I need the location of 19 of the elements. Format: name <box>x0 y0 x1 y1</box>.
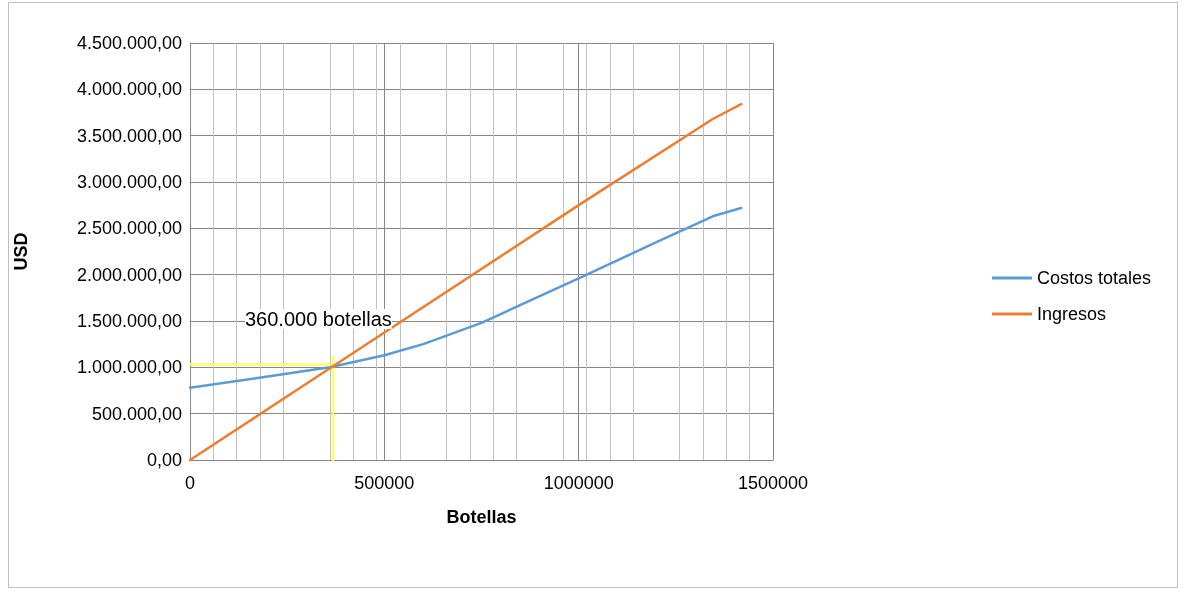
y-tick-label: 3.500.000,00 <box>76 125 182 146</box>
legend-label: Ingresos <box>1036 304 1106 324</box>
y-tick-label: 1.000.000,00 <box>76 357 182 378</box>
legend-label: Costos totales <box>1036 268 1152 288</box>
y-tick-label: 0,00 <box>146 450 182 470</box>
x-tick-label: 1500000 <box>737 473 809 493</box>
y-tick-label: 2.000.000,00 <box>76 264 182 285</box>
x-tick-label: 500000 <box>354 473 415 493</box>
y-tick-label: 2.500.000,00 <box>76 218 182 239</box>
y-tick-label: 1.500.000,00 <box>76 311 182 331</box>
annotation: 360.000 botellas <box>245 308 392 330</box>
y-tick-label: 3.000.000,00 <box>76 172 182 192</box>
y-tick-label: 500.000,00 <box>91 403 182 424</box>
x-axis-title: Botellas <box>446 507 517 527</box>
y-tick-label: 4.000.000,00 <box>76 79 182 100</box>
y-axis-title: USD <box>11 232 31 271</box>
x-tick-label: 0 <box>184 473 196 493</box>
x-tick-label: 1000000 <box>543 473 614 493</box>
y-tick-label: 4.500.000,00 <box>76 33 182 53</box>
